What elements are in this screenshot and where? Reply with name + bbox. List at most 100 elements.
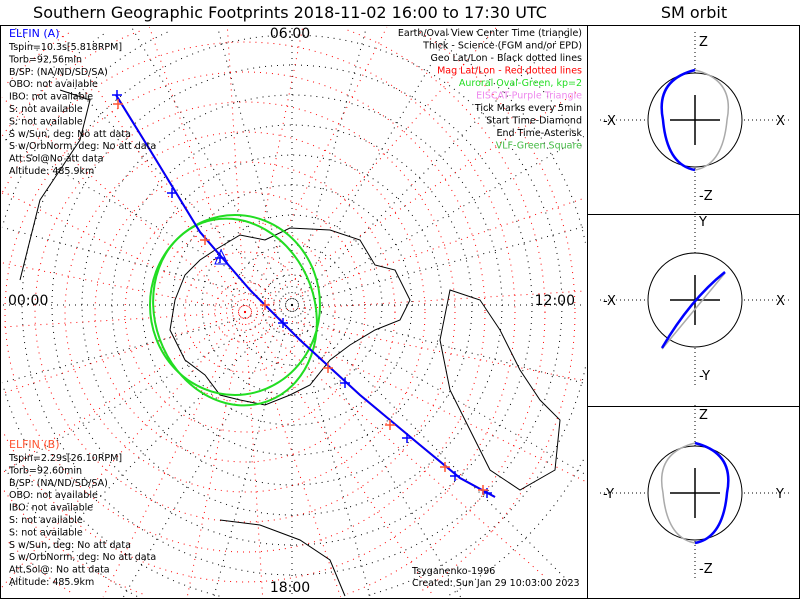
- info-line: Att.Sol@: No att data: [9, 565, 110, 576]
- elfin-b-tick: [440, 462, 450, 472]
- mag-lon-line: [244, 311, 435, 598]
- australia-coastline: [19, 89, 91, 281]
- elfin-b-info: ELFIN (B) Tspin=2.29s[26.10RPM]Torb=92.60…: [8, 438, 156, 588]
- created-label: Created: Sun Jan 29 10:03:00 2023: [412, 578, 580, 589]
- info-line: S: not available: [9, 515, 83, 526]
- hour-label-bottom: 18:00: [270, 580, 310, 596]
- geo-lon-line: [1, 304, 293, 384]
- info-line: Torb=92.60min: [8, 465, 82, 476]
- elfin-b-tick: [260, 300, 270, 310]
- tick-marks: [112, 90, 492, 498]
- info-line: Torb=92.56min: [8, 54, 82, 65]
- chart-title: Southern Geographic Footprints 2018-11-0…: [33, 3, 547, 22]
- info-line: IBO: not available: [9, 92, 93, 103]
- legend-entry: Geo Lat/Lon - Black dotted lines: [430, 53, 582, 64]
- mag-lon-line: [1, 311, 246, 394]
- geo-lon-line: [131, 26, 293, 306]
- axis-label-top: Z: [699, 408, 708, 423]
- info-line: OBO: not available: [9, 490, 98, 501]
- info-line: S: not available: [9, 116, 83, 127]
- axis-label-left: -X: [603, 294, 616, 309]
- hour-label-right: 12:00: [535, 293, 575, 309]
- auroral-oval-outer: [152, 217, 318, 407]
- mag-lon-line: [1, 96, 246, 313]
- mag-lon-line: [244, 311, 264, 598]
- mag-lon-line: [244, 311, 342, 598]
- model-label: Tsyganenko-1996: [411, 566, 495, 577]
- info-line: Tspin=10.3s[5.818RPM]: [8, 42, 122, 53]
- legend-entry: VLF-Green Square: [496, 141, 582, 152]
- legend: Earth/Oval View Center Time (triangle) Th…: [398, 28, 583, 152]
- antarctica-coastline: [169, 227, 411, 406]
- elfin-a-tick: [112, 90, 122, 100]
- hour-label-top: 06:00: [270, 26, 310, 42]
- sm-orbit-panel: Z -Z -Y Y: [600, 405, 790, 581]
- info-line: S w/OrbNorm, deg: No att data: [9, 141, 156, 152]
- earth-cross: [670, 95, 720, 145]
- earth-cross: [670, 468, 720, 518]
- geo-lat-circle: [21, 34, 563, 576]
- polar-map: [1, 26, 586, 598]
- elfin-a-tick: [278, 318, 288, 328]
- elfin-b-tick: [200, 235, 210, 245]
- orbit-far-side: [694, 69, 729, 171]
- elfin-a-tick: [340, 378, 350, 388]
- elfin-a-tick: [167, 188, 177, 198]
- info-line: IBO: not available: [9, 503, 93, 514]
- axis-label-top: Y: [698, 215, 707, 230]
- legend-entry: Tick Marks every 5min: [474, 103, 582, 114]
- geo-lon-line: [291, 26, 367, 306]
- axis-label-right: Y: [775, 487, 784, 502]
- mag-lon-line: [244, 26, 304, 313]
- axis-label-top: Z: [699, 35, 708, 50]
- mag-lon-line: [186, 311, 246, 598]
- legend-entry: Earth/Oval View Center Time (triangle): [398, 28, 582, 39]
- orbit-far-side: [661, 442, 696, 544]
- axis-label-right: X: [776, 114, 785, 129]
- info-line: B/SP: (NA/ND/SD/SA): [9, 67, 108, 78]
- geo-lon-line: [122, 304, 293, 598]
- orbit-far-side: [661, 272, 726, 350]
- axis-label-left: -Y: [603, 487, 614, 502]
- mag-lon-line: [1, 311, 246, 328]
- geo-lat-circle: [5, 30, 108, 141]
- south-america-coastline: [439, 289, 561, 491]
- geo-lon-line: [291, 304, 586, 476]
- mag-lat-circle: [154, 221, 336, 403]
- legend-entry: EISCAT-Purple Triangle: [476, 91, 582, 102]
- elfin-b-tick: [113, 99, 123, 109]
- africa-coastline: [219, 519, 346, 597]
- orbit-near-side: [660, 271, 726, 349]
- legend-entry: Start Time-Diamond: [486, 116, 582, 127]
- mag-lon-line: [148, 26, 246, 313]
- mag-lat-circle: [1, 311, 516, 583]
- geo-lon-line: [291, 304, 576, 589]
- elfin-b-track: [117, 97, 496, 498]
- orbit-near-side: [660, 68, 696, 172]
- mag-lon-line: [244, 311, 546, 578]
- mag-lat-circle: [347, 311, 546, 595]
- info-line: S: not available: [9, 104, 83, 115]
- info-line: S w/OrbNorm, deg: No att data: [9, 552, 156, 563]
- sm-orbit-title: SM orbit: [661, 3, 727, 22]
- sm-orbit-panels: Z -Z -X X Y -Y -X X Z -Z -Y Y: [600, 32, 790, 581]
- info-line: Tspin=2.29s[26.10RPM]: [8, 453, 122, 464]
- axis-label-bottom: -Y: [699, 369, 710, 384]
- geo-lon-line: [291, 304, 462, 598]
- mag-grid: [1, 26, 586, 598]
- elfin-b-tick: [385, 420, 395, 430]
- info-line: Altitude: 485.9km: [9, 166, 94, 177]
- satellite-name: ELFIN (B): [9, 438, 60, 451]
- mag-lon-line: [1, 311, 246, 474]
- info-line: S w/Sun, deg: No att data: [9, 129, 131, 140]
- elfin-a-tick: [450, 471, 460, 481]
- axis-label-bottom: -Z: [699, 562, 713, 577]
- orbit-near-side: [694, 441, 730, 545]
- elfin-b-tick: [323, 363, 333, 373]
- geo-lon-line: [291, 134, 586, 306]
- axis-label-right: X: [776, 294, 785, 309]
- geo-lon-line: [217, 26, 293, 306]
- mag-lon-line: [244, 90, 579, 313]
- mag-lon-line: [244, 311, 586, 382]
